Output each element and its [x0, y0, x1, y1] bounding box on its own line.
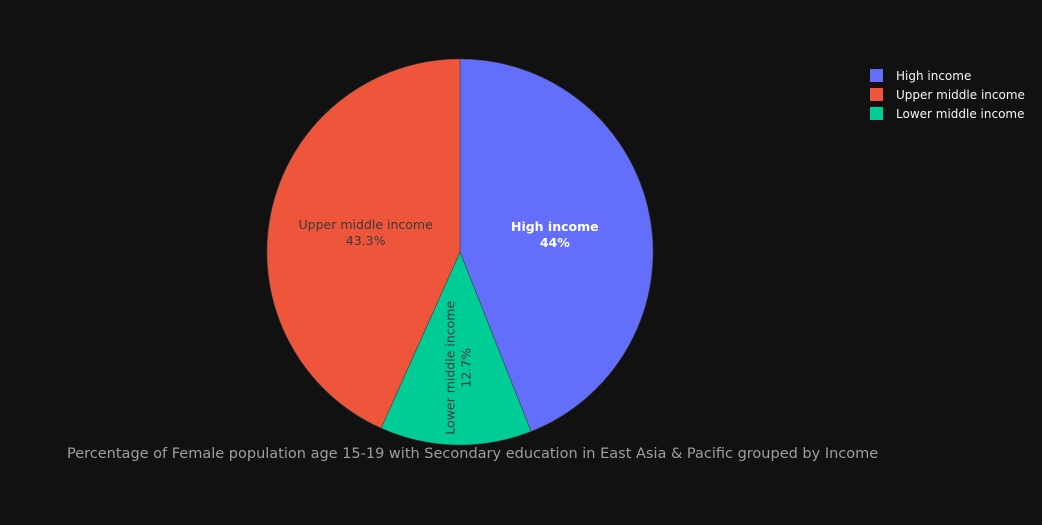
slice-label-percent: 44% [540, 235, 570, 250]
legend-swatch-lower-middle-income [870, 107, 883, 120]
legend-label-lower-middle-income: Lower middle income [896, 106, 1025, 121]
legend-item-upper-middle-income[interactable]: Upper middle income [870, 85, 1025, 104]
pie-slice-high-income[interactable] [459, 58, 654, 432]
slice-label-name: Lower middle income [442, 301, 457, 435]
slice-label-percent: 12.7% [458, 348, 473, 388]
pie-slices [266, 58, 654, 446]
slice-label-name: Upper middle income [298, 217, 433, 232]
legend-item-high-income[interactable]: High income [870, 66, 1025, 85]
legend: High income Upper middle income Lower mi… [870, 66, 1025, 123]
legend-label-high-income: High income [896, 68, 972, 83]
slice-label-percent: 43.3% [346, 233, 386, 248]
legend-item-lower-middle-income[interactable]: Lower middle income [870, 104, 1025, 123]
slice-label-lower-middle-income: Lower middle income 12.7% [442, 301, 473, 435]
pie-slice-lower-middle-income[interactable] [380, 251, 532, 446]
legend-label-upper-middle-income: Upper middle income [896, 87, 1025, 102]
legend-swatch-upper-middle-income [870, 88, 883, 101]
chart-title: Percentage of Female population age 15-1… [67, 446, 879, 462]
slice-label-name: High income [511, 219, 599, 234]
legend-swatch-high-income [870, 69, 883, 82]
pie-slice-upper-middle-income[interactable] [266, 58, 461, 429]
